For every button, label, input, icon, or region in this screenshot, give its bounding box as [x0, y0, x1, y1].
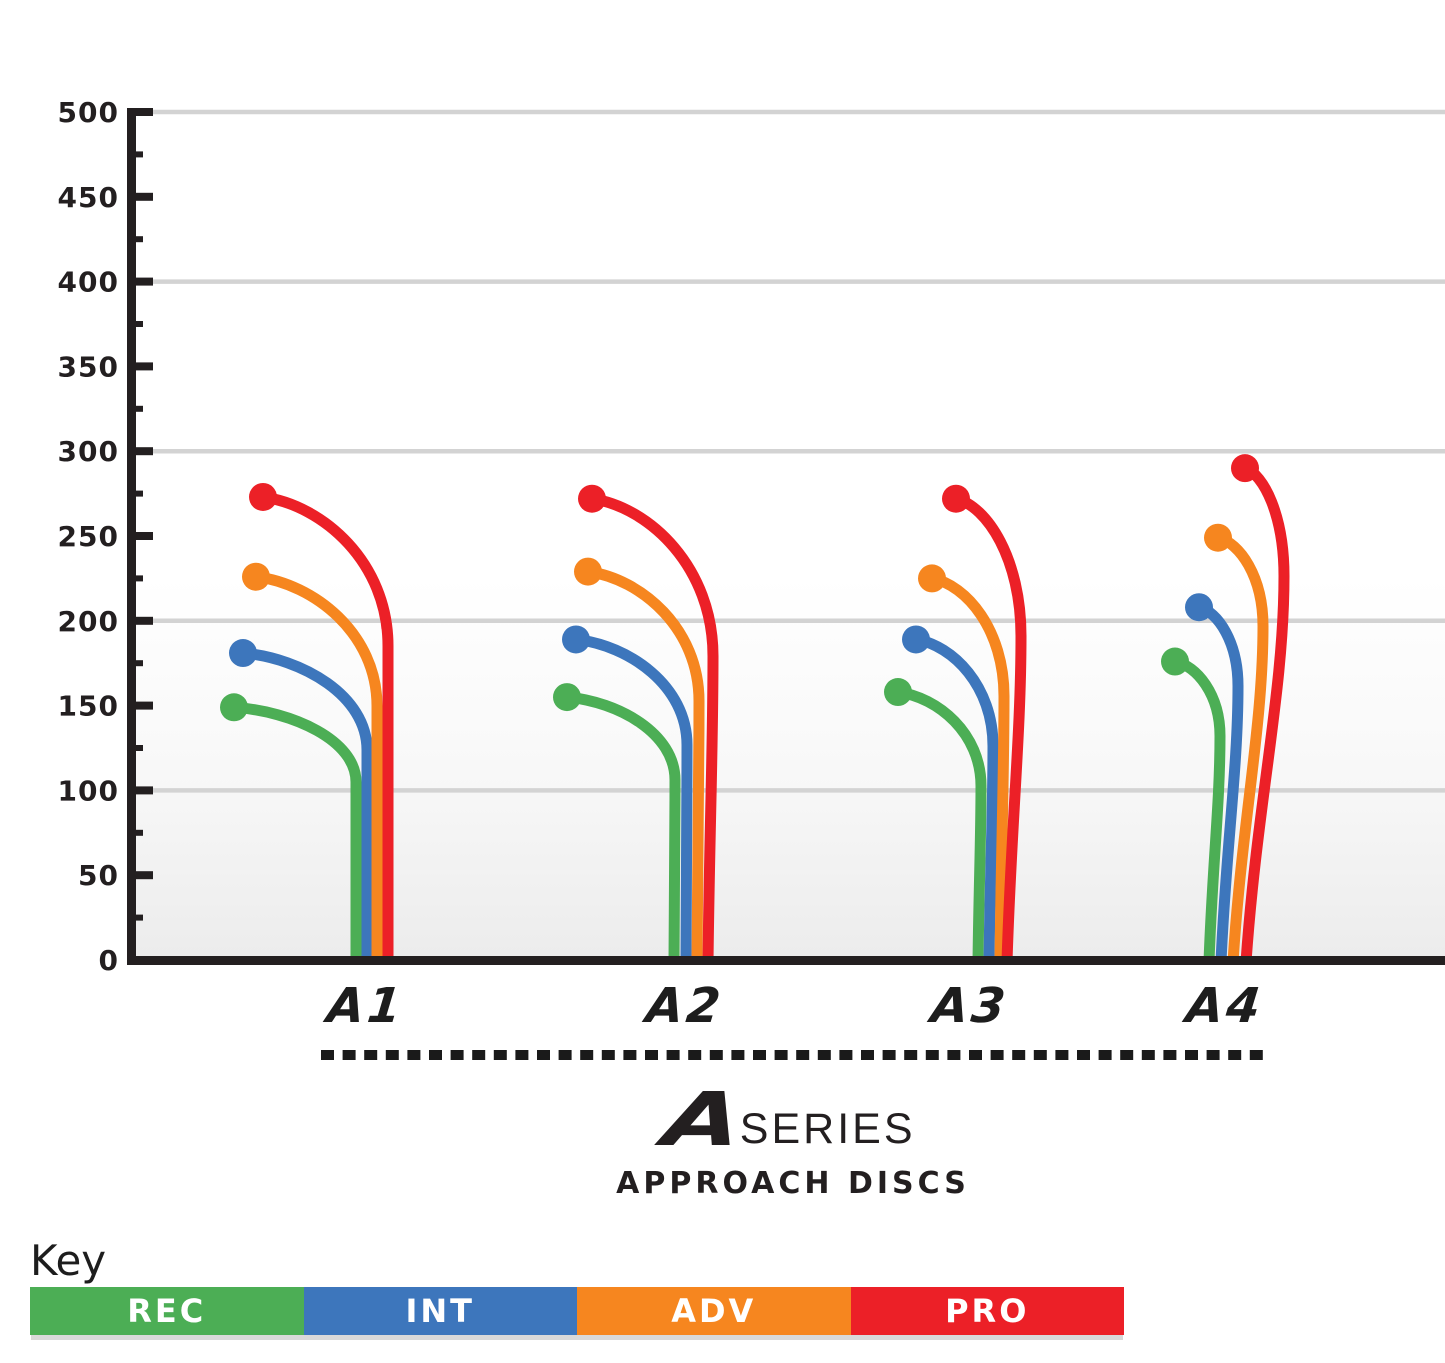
- y-major-tick-350: [127, 362, 153, 371]
- flight-endpoint-a3-pro: [942, 484, 970, 513]
- flight-endpoint-a1-adv: [242, 562, 270, 591]
- flight-endpoint-a4-rec: [1161, 647, 1189, 676]
- series-a-glyph: A: [658, 1077, 748, 1163]
- x-label-group-a3: A3: [924, 978, 1010, 1034]
- series-subtitle: APPROACH DISCS: [616, 1165, 970, 1201]
- flight-endpoint-a2-int: [562, 625, 590, 654]
- key-segment-label-rec: REC: [127, 1292, 207, 1330]
- flight-path-a4-pro: [1240, 462, 1290, 963]
- y-tick-label-250: 250: [58, 520, 119, 553]
- y-major-tick-500: [127, 108, 153, 116]
- flight-endpoint-a3-int: [902, 625, 930, 654]
- x-label-a4: A4: [1179, 978, 1265, 1034]
- key-segment-label-pro: PRO: [945, 1292, 1030, 1330]
- flight-path-a1-int: [242, 647, 373, 962]
- y-tick-label-50: 50: [78, 859, 119, 892]
- y-major-tick-400: [127, 277, 153, 286]
- y-tick-label-100: 100: [58, 774, 119, 807]
- flight-endpoint-a4-adv: [1204, 523, 1232, 552]
- y-tick-label-350: 350: [58, 350, 119, 383]
- y-tick-label-500: 500: [58, 96, 119, 129]
- key-legend-bar: REC INT ADV PRO: [30, 1287, 1124, 1335]
- series-wordmark: SERIES: [739, 1104, 916, 1153]
- series-logo: A SERIES APPROACH DISCS: [616, 1077, 970, 1201]
- y-tick-label-450: 450: [58, 181, 119, 214]
- key-segment-rec: REC: [30, 1287, 304, 1335]
- flight-endpoint-a1-int: [229, 639, 257, 668]
- y-major-tick-250: [127, 532, 153, 540]
- flight-endpoint-a2-adv: [574, 557, 602, 586]
- flight-path-a2-rec: [566, 691, 681, 963]
- flight-path-a1-adv: [255, 571, 383, 962]
- flight-path-a1-rec: [233, 701, 362, 962]
- flight-path-a3-pro: [954, 493, 1027, 963]
- x-label-group-a4: A4: [1179, 978, 1265, 1034]
- y-tick-label-300: 300: [58, 435, 119, 468]
- key-segment-int: INT: [303, 1287, 577, 1335]
- y-tick-label-150: 150: [58, 690, 119, 723]
- x-label-a1: A1: [320, 978, 406, 1034]
- y-tick-label-200: 200: [58, 605, 119, 638]
- y-major-tick-300: [127, 447, 153, 456]
- flight-endpoint-a1-pro: [249, 482, 277, 511]
- flight-path-a2-adv: [587, 566, 705, 963]
- y-tick-label-0: 0: [99, 944, 119, 977]
- key-segment-label-adv: ADV: [671, 1292, 757, 1330]
- key-segment-label-int: INT: [405, 1292, 475, 1330]
- flight-endpoint-a1-rec: [220, 693, 248, 722]
- y-major-tick-100: [127, 786, 153, 795]
- y-axis: [127, 108, 136, 965]
- flight-path-a3-rec: [897, 686, 987, 963]
- y-major-tick-200: [127, 616, 153, 625]
- flight-path-a2-int: [575, 633, 693, 963]
- flight-path-a2-pro: [591, 493, 719, 963]
- key-segment-pro: PRO: [850, 1287, 1124, 1335]
- flight-endpoint-a2-rec: [553, 683, 581, 712]
- y-major-tick-150: [127, 701, 153, 710]
- x-label-a2: A2: [639, 978, 725, 1034]
- flight-chart: 0 50 100 150 200 250 300 350 400 450 500 A1 A2 A3 A4: [58, 96, 1445, 1060]
- x-label-group-a1: A1: [320, 978, 406, 1034]
- flight-endpoint-a2-pro: [578, 484, 606, 513]
- flight-endpoint-a4-int: [1185, 593, 1213, 622]
- x-label-group-a2: A2: [639, 978, 725, 1034]
- flight-endpoint-a3-rec: [884, 678, 912, 707]
- series-logo-row: A SERIES: [616, 1077, 970, 1163]
- flight-path-a4-adv: [1216, 532, 1269, 963]
- flight-path-a1-pro: [262, 491, 394, 963]
- flight-path-a4-rec: [1173, 656, 1226, 963]
- y-tick-label-400: 400: [58, 266, 119, 299]
- flight-endpoint-a4-pro: [1231, 454, 1259, 483]
- y-major-tick-50: [127, 871, 153, 880]
- x-label-a3: A3: [924, 978, 1010, 1034]
- flight-path-a3-int: [914, 634, 999, 963]
- key-title: Key: [30, 1236, 107, 1285]
- key-segment-adv: ADV: [577, 1287, 851, 1335]
- flight-endpoint-a3-adv: [918, 564, 946, 593]
- x-axis: [127, 956, 1445, 965]
- flight-path-a4-int: [1197, 601, 1244, 963]
- y-major-tick-450: [127, 192, 153, 201]
- flight-path-a3-adv: [930, 572, 1010, 963]
